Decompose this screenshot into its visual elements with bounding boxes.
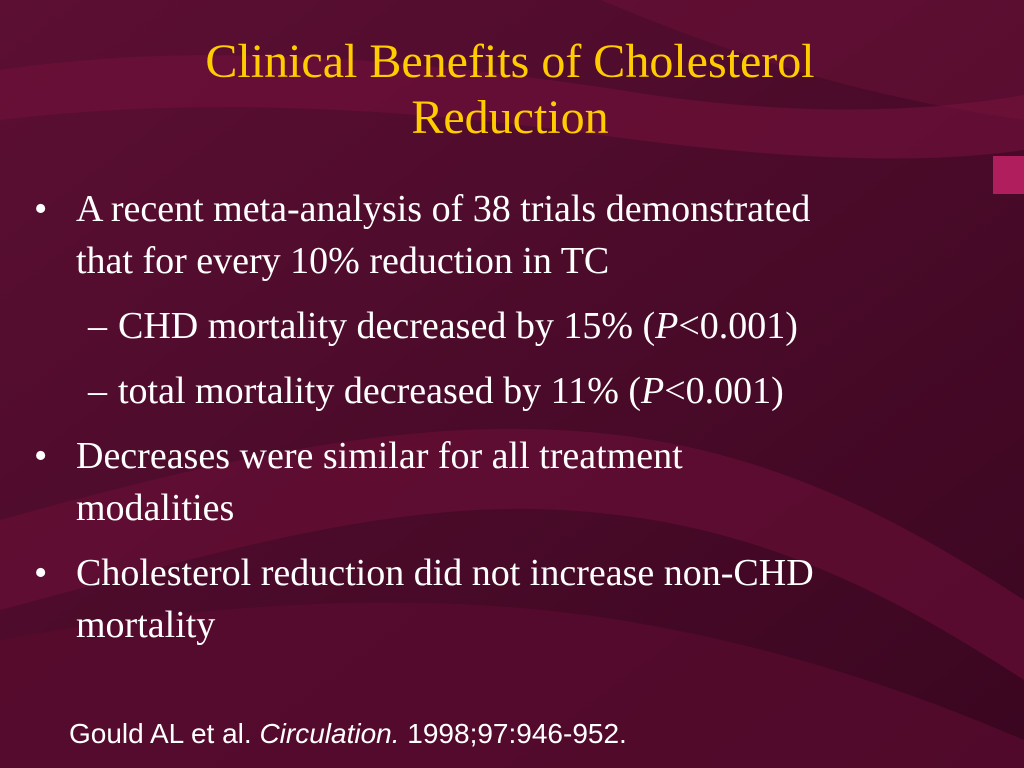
sub-bullet-1: – CHD mortality decreased by 15% (P<0.00… <box>30 300 990 352</box>
slide-body: • A recent meta-analysis of 38 trials de… <box>30 183 990 651</box>
bullet-2-line-2: modalities <box>76 487 235 529</box>
sub-bullet-2-italic: P <box>641 370 665 412</box>
sub-bullet-1-before: CHD mortality decreased by 15% ( <box>118 305 656 347</box>
bullet-1-line-1: A recent meta-analysis of 38 trials demo… <box>76 188 811 230</box>
citation-authors: Gould AL et al. <box>69 718 252 749</box>
bullet-3: • Cholesterol reduction did not increase… <box>30 547 990 651</box>
citation: Gould AL et al. Circulation. 1998;97:946… <box>69 714 627 754</box>
bullet-glyph: • <box>34 552 48 594</box>
dash-glyph: – <box>88 370 107 412</box>
dash-glyph: – <box>88 305 107 347</box>
bullet-2: • Decreases were similar for all treatme… <box>30 430 990 534</box>
sub-bullet-2-after: <0.001) <box>664 370 784 412</box>
sub-bullet-2: – total mortality decreased by 11% (P<0.… <box>30 365 990 417</box>
sub-bullet-1-italic: P <box>655 305 679 347</box>
bullet-3-line-2: mortality <box>76 604 216 646</box>
sub-bullet-2-before: total mortality decreased by 11% ( <box>118 370 642 412</box>
bullet-glyph: • <box>34 188 48 230</box>
bullet-3-line-1: Cholesterol reduction did not increase n… <box>76 552 814 594</box>
sub-bullet-1-after: <0.001) <box>678 305 798 347</box>
bullet-1-line-2: that for every 10% reduction in TC <box>76 240 610 282</box>
citation-ref: 1998;97:946-952. <box>407 718 627 749</box>
citation-journal: Circulation. <box>259 718 400 749</box>
title-line-1: Clinical Benefits of Cholesterol <box>205 35 815 88</box>
title-line-2: Reduction <box>411 91 609 144</box>
edge-accent-tab <box>993 156 1024 194</box>
bullet-2-line-1: Decreases were similar for all treatment <box>76 435 683 477</box>
slide-title: Clinical Benefits of Cholesterol Reducti… <box>100 34 920 146</box>
bullet-glyph: • <box>34 435 48 477</box>
bullet-1: • A recent meta-analysis of 38 trials de… <box>30 183 990 287</box>
